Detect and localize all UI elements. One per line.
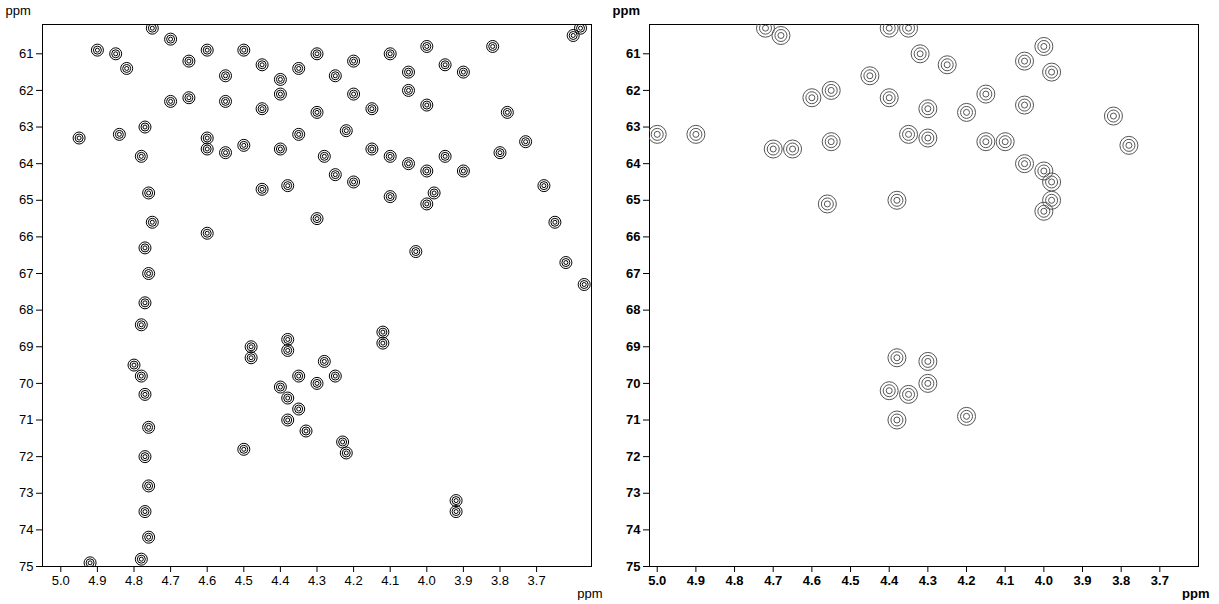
svg-text:4.6: 4.6 — [803, 573, 821, 588]
svg-text:69: 69 — [626, 339, 640, 354]
svg-text:3.9: 3.9 — [1073, 573, 1091, 588]
svg-text:ppm: ppm — [6, 3, 31, 18]
svg-text:5.0: 5.0 — [648, 573, 666, 588]
svg-text:4.5: 4.5 — [842, 573, 860, 588]
svg-text:73: 73 — [626, 485, 640, 500]
svg-text:4.3: 4.3 — [919, 573, 937, 588]
svg-text:67: 67 — [19, 266, 33, 281]
svg-text:75: 75 — [19, 559, 33, 574]
svg-text:64: 64 — [626, 156, 641, 171]
svg-text:70: 70 — [626, 376, 640, 391]
svg-text:63: 63 — [626, 119, 640, 134]
svg-text:4.2: 4.2 — [345, 573, 363, 588]
svg-text:ppm: ppm — [613, 3, 640, 18]
svg-text:61: 61 — [626, 46, 640, 61]
svg-text:4.8: 4.8 — [125, 573, 143, 588]
svg-text:64: 64 — [19, 156, 33, 171]
svg-text:4.1: 4.1 — [996, 573, 1014, 588]
svg-text:72: 72 — [19, 449, 33, 464]
svg-text:68: 68 — [626, 302, 640, 317]
svg-text:3.7: 3.7 — [1151, 573, 1169, 588]
svg-text:74: 74 — [19, 522, 33, 537]
svg-text:4.8: 4.8 — [726, 573, 744, 588]
svg-text:ppm: ppm — [1182, 586, 1209, 601]
svg-text:3.9: 3.9 — [454, 573, 472, 588]
svg-text:ppm: ppm — [577, 586, 602, 601]
svg-text:4.6: 4.6 — [198, 573, 216, 588]
svg-text:4.0: 4.0 — [418, 573, 436, 588]
svg-text:61: 61 — [19, 46, 33, 61]
svg-text:4.1: 4.1 — [381, 573, 399, 588]
svg-text:67: 67 — [626, 266, 640, 281]
svg-text:4.2: 4.2 — [957, 573, 975, 588]
svg-text:4.0: 4.0 — [1035, 573, 1053, 588]
svg-text:65: 65 — [626, 192, 640, 207]
svg-text:71: 71 — [626, 412, 640, 427]
svg-text:4.9: 4.9 — [687, 573, 705, 588]
svg-text:3.8: 3.8 — [491, 573, 509, 588]
svg-text:4.3: 4.3 — [308, 573, 326, 588]
svg-text:66: 66 — [19, 229, 33, 244]
svg-text:4.4: 4.4 — [271, 573, 289, 588]
svg-text:75: 75 — [626, 559, 640, 574]
svg-text:66: 66 — [626, 229, 640, 244]
svg-text:72: 72 — [626, 449, 640, 464]
svg-text:70: 70 — [19, 376, 33, 391]
svg-text:4.5: 4.5 — [235, 573, 253, 588]
svg-text:4.7: 4.7 — [162, 573, 180, 588]
svg-text:4.9: 4.9 — [88, 573, 106, 588]
svg-text:71: 71 — [19, 412, 33, 427]
svg-text:73: 73 — [19, 485, 33, 500]
svg-text:3.7: 3.7 — [528, 573, 546, 588]
svg-text:4.4: 4.4 — [880, 573, 899, 588]
svg-text:62: 62 — [626, 83, 640, 98]
svg-text:74: 74 — [626, 522, 641, 537]
svg-text:62: 62 — [19, 83, 33, 98]
svg-text:3.8: 3.8 — [1112, 573, 1130, 588]
svg-text:68: 68 — [19, 302, 33, 317]
svg-text:5.0: 5.0 — [52, 573, 70, 588]
svg-text:65: 65 — [19, 192, 33, 207]
svg-text:69: 69 — [19, 339, 33, 354]
svg-text:4.7: 4.7 — [764, 573, 782, 588]
svg-text:63: 63 — [19, 119, 33, 134]
